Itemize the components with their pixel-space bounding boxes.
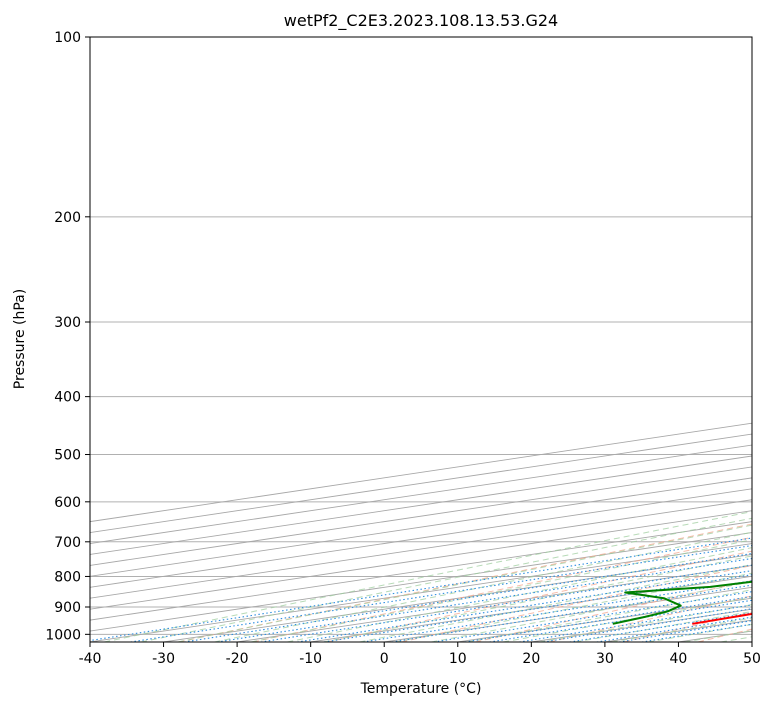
y-tick-label: 300: [54, 315, 81, 331]
y-tick-label: 800: [54, 569, 81, 585]
y-axis: 1000 900 800 700 600 500 400 300 200 100: [45, 30, 90, 643]
dry-adiabat: [326, 550, 752, 642]
moist-adiabat: [177, 524, 752, 642]
dry-adiabat: [401, 564, 752, 642]
mixing-ratio-line: [464, 595, 752, 642]
dry-adiabat: [697, 628, 752, 642]
isotherm-gridline: [163, 554, 752, 642]
dewpoint-profile-line: [612, 580, 752, 625]
x-axis-label: Temperature (°C): [360, 681, 482, 697]
x-tick-label: 0: [380, 651, 389, 667]
moist-adiabat: [467, 589, 752, 642]
y-tick-label: 700: [54, 535, 81, 551]
isotherm-gridline: [310, 575, 752, 642]
plot-frame: [89, 36, 753, 643]
isotherm-gridline: [531, 608, 752, 642]
moist-adiabat: [503, 596, 752, 642]
x-axis: -40 -30 -20 -10 0 10 20 30 40 50: [79, 642, 761, 667]
isotherm-gridline: [90, 543, 752, 642]
moist-adiabat: [140, 517, 752, 642]
moist-adiabat: [323, 555, 752, 642]
y-tick-label: 200: [54, 210, 81, 226]
moist-adiabat: [720, 636, 752, 642]
y-tick-label: 600: [54, 495, 81, 511]
x-tick-label: -10: [299, 651, 322, 667]
x-tick-label: -40: [79, 651, 102, 667]
moist-adiabat: [250, 539, 752, 642]
isotherm-gridline: [90, 477, 752, 577]
isotherm-gridline: [751, 641, 752, 642]
background-lines: [90, 37, 775, 642]
x-tick-label: 30: [596, 651, 614, 667]
mixing-ratio-line: [217, 557, 752, 642]
chart-title: wetPf2_C2E3.2023.108.13.53.G24: [284, 11, 558, 31]
mixing-ratio-line: [90, 537, 752, 642]
series-layer: [612, 580, 752, 625]
y-tick-label: 900: [54, 600, 81, 616]
plot-area: 0.10.20.40.611.52346810131620253036-100-…: [90, 37, 775, 642]
mixing-ratio-line: [323, 574, 752, 642]
x-tick-label: 40: [670, 651, 688, 667]
isotherm-gridline: [90, 499, 752, 599]
x-tick-label: 20: [522, 651, 540, 667]
dry-adiabat: [475, 579, 752, 642]
isotherm-gridline: [90, 521, 752, 621]
moist-adiabat: [395, 572, 752, 642]
isotherm-gridline: [90, 455, 752, 555]
isotherm-gridline: [457, 597, 752, 642]
y-tick-label: 1000: [45, 627, 81, 643]
isotherm-gridline: [90, 466, 752, 566]
isotherm-gridline: [90, 510, 752, 610]
y-axis-label: Pressure (hPa): [12, 289, 28, 389]
dry-adiabat: [252, 536, 752, 642]
x-tick-label: 50: [743, 651, 761, 667]
isotherm-gridline: [90, 444, 752, 544]
mixing-ratio-line: [130, 544, 752, 642]
isotherm-gridline: [90, 488, 752, 588]
moist-adiabat: [575, 610, 752, 642]
mixing-ratio-line: [391, 584, 752, 642]
x-tick-label: -20: [226, 651, 249, 667]
dry-adiabat: [549, 595, 752, 642]
mixing-ratio-line: [297, 570, 752, 642]
x-tick-label: 10: [449, 651, 467, 667]
mixing-ratio-line: [184, 552, 752, 642]
moist-adiabat: [758, 37, 775, 642]
moist-adiabat: [214, 531, 752, 642]
moist-adiabat: [104, 511, 752, 642]
moist-adiabat: [359, 563, 752, 642]
y-tick-label: 100: [54, 30, 81, 46]
x-tick-label: -30: [152, 651, 175, 667]
moist-adiabat: [431, 581, 752, 642]
mixing-ratio-line: [362, 580, 752, 642]
y-tick-label: 500: [54, 448, 81, 464]
mixing-ratio-line: [433, 591, 752, 642]
moist-adiabat: [287, 547, 752, 642]
isotherm-gridline: [90, 532, 752, 632]
y-tick-label: 400: [54, 390, 81, 406]
